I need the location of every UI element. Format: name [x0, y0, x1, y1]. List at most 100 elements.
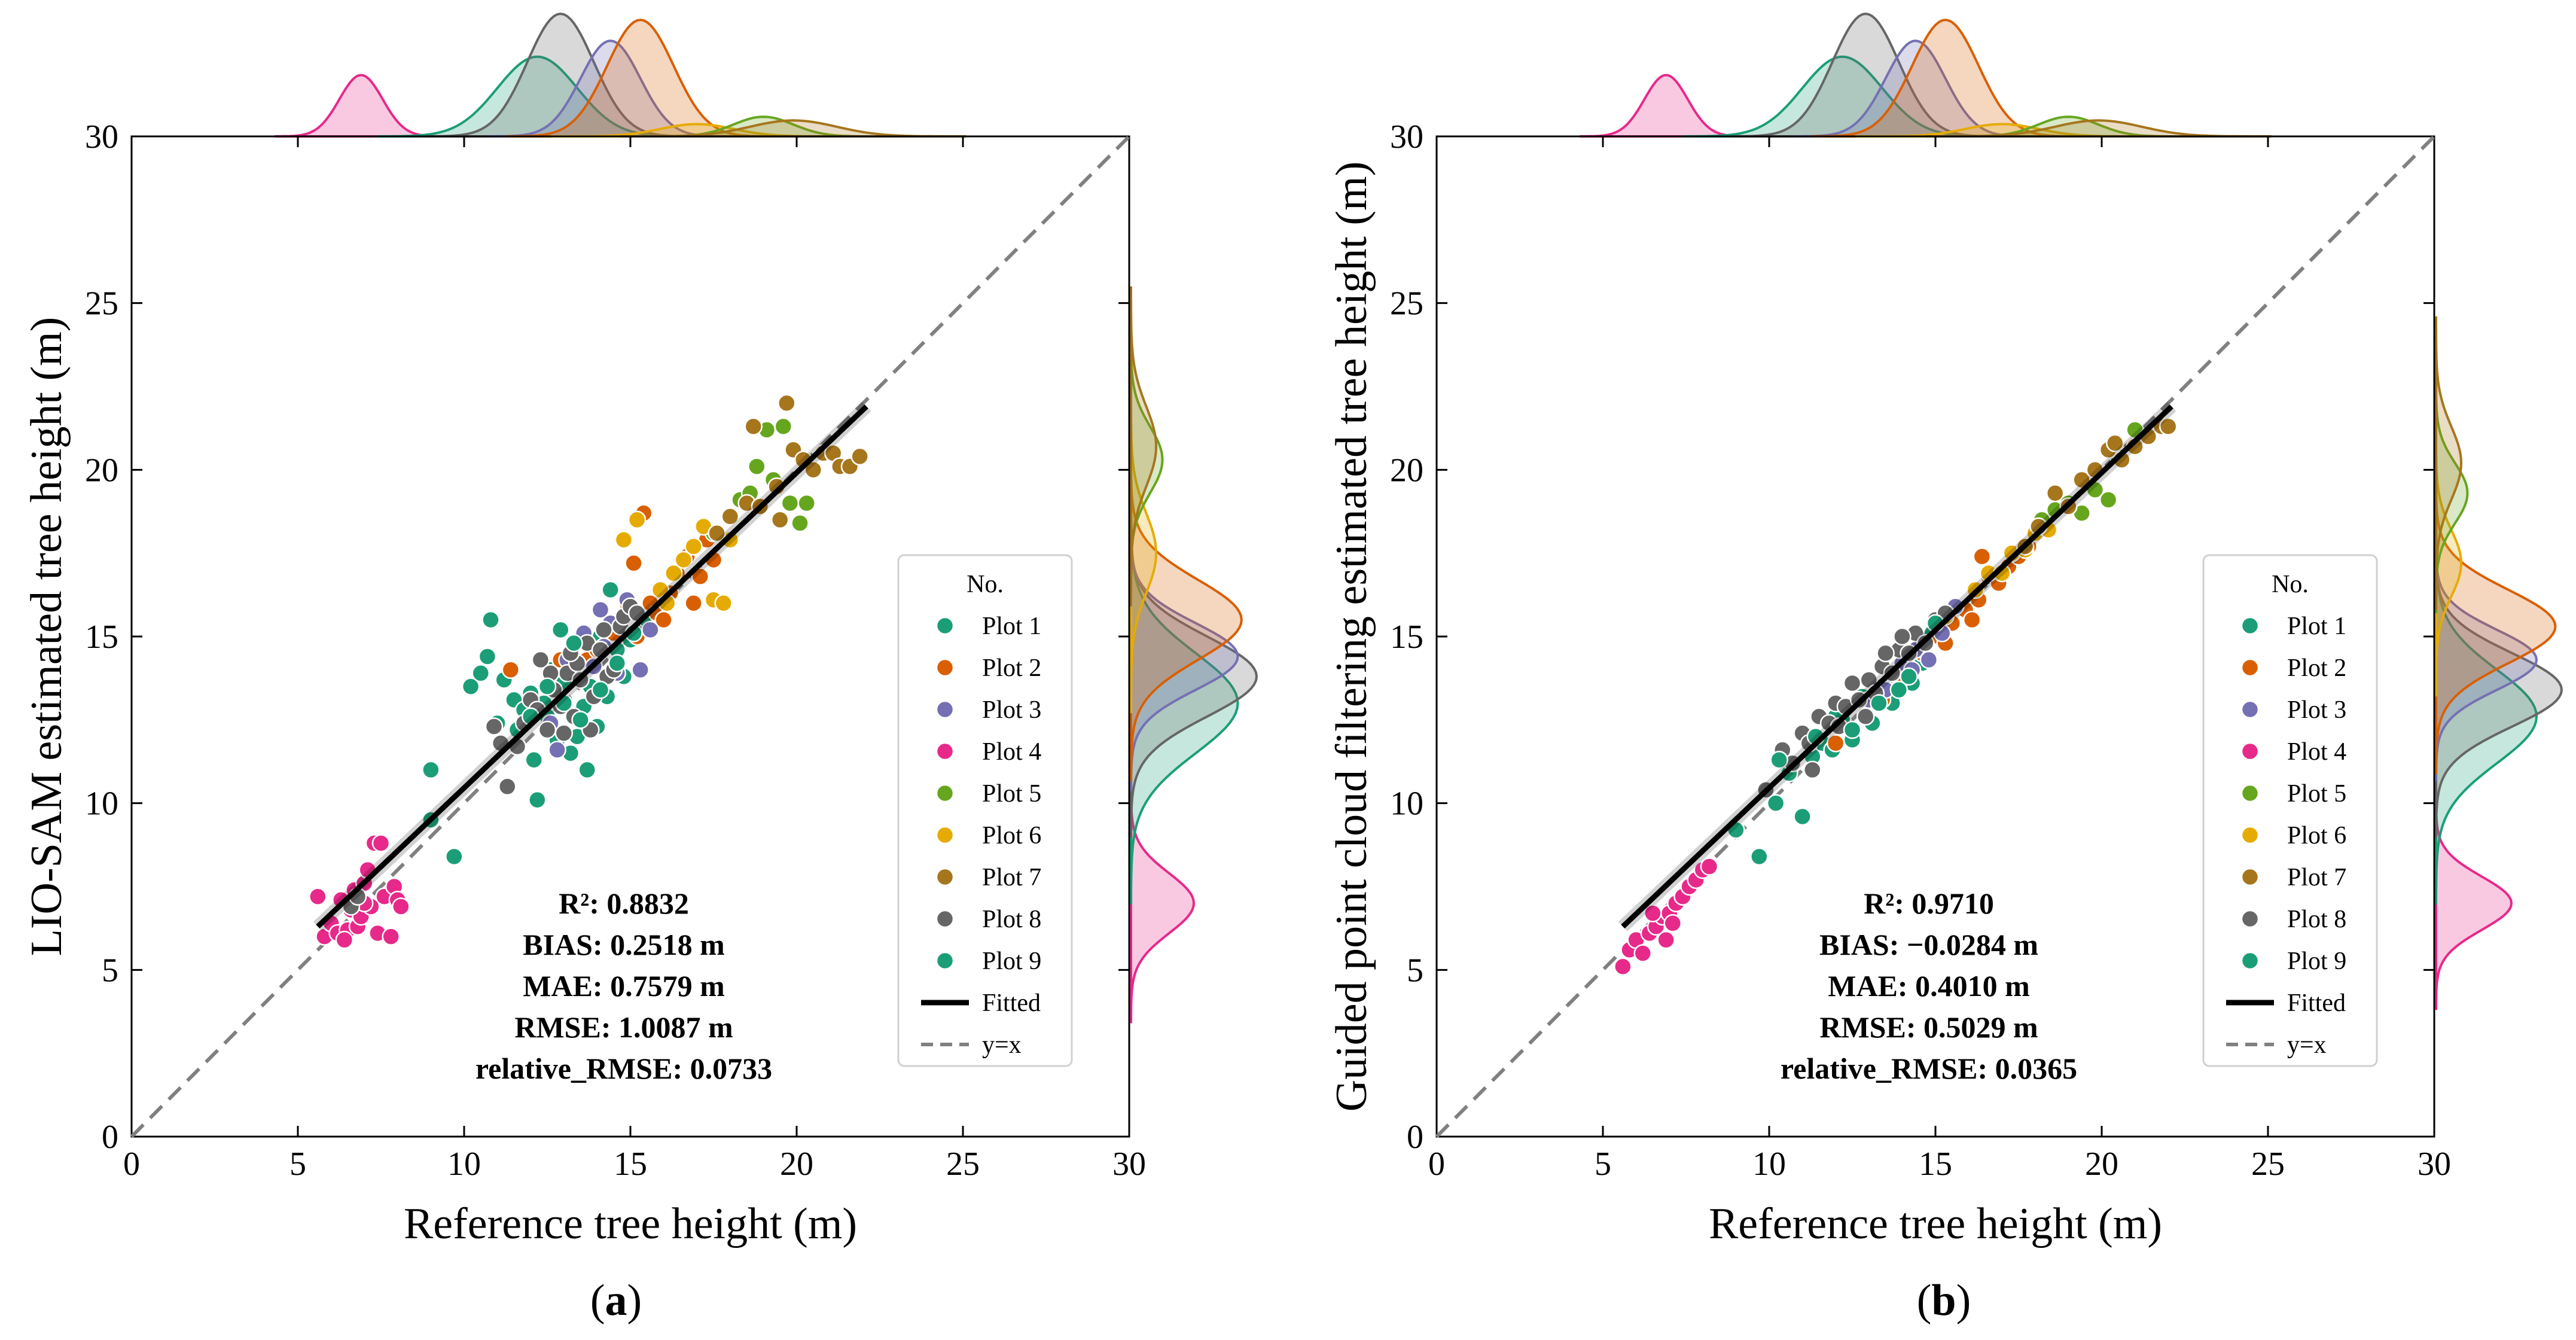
panel-letter: a — [605, 1276, 627, 1325]
legend-marker-9 — [2240, 951, 2260, 970]
kde-top-1 — [275, 74, 448, 138]
kde-top-5 — [506, 19, 775, 138]
x-tick-label: 10 — [1752, 1146, 1786, 1183]
panel-b: 0 5 10 15 20 25 30 0 5 10 15 20 25 30 Reference tree h… — [1327, 12, 2563, 1325]
panel-label-b: (b) — [1917, 1276, 1971, 1325]
point-plot-8 — [554, 724, 574, 742]
legend-label-5: Plot 5 — [982, 780, 1041, 808]
stat-5: relative_RMSE: 0.0733 — [475, 1052, 772, 1085]
point-plot-8 — [595, 620, 613, 639]
legend-marker-6 — [935, 826, 955, 845]
legend-a: No. Plot 1 Plot 2 Plot 3 Plot 4 Plot 5 Plot 6 P… — [897, 554, 1073, 1067]
x-axis-label: Reference tree height (m) — [1709, 1199, 2162, 1248]
y-tick-label: 25 — [85, 285, 118, 322]
legend-marker-2 — [935, 658, 955, 677]
kde-right-5 — [2435, 479, 2557, 775]
point-plot-3 — [631, 660, 650, 679]
panel-letter: b — [1931, 1276, 1956, 1325]
point-plot-4 — [1614, 957, 1632, 976]
y-tick-label: 30 — [85, 118, 118, 156]
legend-label-11: y=x — [2287, 1031, 2327, 1059]
point-plot-2 — [1962, 610, 1981, 629]
point-plot-8 — [484, 717, 504, 736]
stat-2: BIAS: −0.0284 m — [1819, 928, 2038, 961]
stat-5: relative_RMSE: 0.0365 — [1781, 1052, 2077, 1085]
kde-right-1 — [2435, 796, 2513, 1010]
kde-right-8 — [2435, 316, 2463, 610]
legend-label-6: Plot 6 — [2287, 822, 2346, 849]
y-tick-label: 10 — [85, 785, 118, 823]
stat-3: MAE: 0.4010 m — [1828, 969, 2029, 1003]
kde-top-1 — [1580, 74, 1753, 138]
legend-marker-6 — [2240, 826, 2260, 845]
y-tick-label: 0 — [102, 1119, 118, 1156]
point-plot-3 — [548, 741, 566, 759]
point-plot-5 — [774, 417, 793, 436]
point-plot-7 — [2159, 417, 2178, 436]
point-plot-1 — [601, 580, 620, 599]
point-plot-1 — [1793, 807, 1812, 826]
point-plot-7 — [770, 510, 789, 529]
point-plot-1 — [551, 620, 570, 639]
point-plot-9 — [608, 654, 627, 672]
legend-marker-7 — [2240, 867, 2260, 887]
legend-label-4: Plot 4 — [982, 738, 1041, 766]
point-plot-7 — [744, 417, 763, 436]
point-plot-2 — [691, 567, 710, 586]
legend-box — [2202, 554, 2378, 1067]
x-tick-label: 10 — [447, 1146, 481, 1183]
top-marginal-b — [1580, 12, 2272, 138]
y-tick-label: 5 — [102, 952, 118, 989]
fitted-line — [316, 404, 868, 929]
legend-marker-7 — [935, 867, 955, 887]
legend-label-7: Plot 7 — [2287, 864, 2346, 891]
stat-2: BIAS: 0.2518 m — [523, 928, 725, 961]
x-tick-label: 15 — [1919, 1146, 1952, 1183]
point-plot-5 — [2099, 491, 2118, 509]
point-plot-1 — [461, 677, 480, 696]
y-tick-label: 20 — [85, 452, 118, 489]
fitted-line — [1621, 404, 2173, 929]
point-plot-2 — [1973, 547, 1992, 566]
legend-label-1: Plot 1 — [982, 613, 1041, 640]
x-tick-label: 20 — [780, 1146, 813, 1183]
point-plot-7 — [804, 461, 823, 479]
point-plot-8 — [1803, 760, 1822, 779]
x-tick-label: 25 — [946, 1146, 980, 1183]
point-plot-8 — [498, 777, 517, 796]
legend-label-7: Plot 7 — [982, 864, 1041, 891]
legend-b: No. Plot 1 Plot 2 Plot 3 Plot 4 Plot 5 Plot 6 P… — [2202, 554, 2378, 1067]
point-plot-6 — [627, 510, 647, 529]
point-plot-9 — [571, 711, 590, 729]
point-plot-7 — [2105, 434, 2124, 452]
point-plot-5 — [791, 514, 809, 532]
point-plot-4 — [392, 897, 410, 916]
point-plot-9 — [1870, 694, 1888, 712]
x-tick-label: 0 — [123, 1146, 140, 1183]
legend-label-9: Plot 9 — [2287, 948, 2346, 975]
stat-3: MAE: 0.7579 m — [523, 969, 724, 1003]
point-plot-9 — [1889, 680, 1909, 699]
legend-label-9: Plot 9 — [982, 948, 1041, 975]
point-plot-1 — [481, 610, 500, 629]
legend-marker-4 — [935, 742, 955, 761]
legend-label-4: Plot 4 — [2287, 738, 2346, 766]
point-plot-9 — [591, 680, 610, 699]
x-tick-label: 20 — [2085, 1146, 2118, 1183]
point-plot-5 — [748, 457, 766, 476]
legend-marker-9 — [935, 951, 955, 970]
legend-label-2: Plot 2 — [2287, 654, 2346, 682]
y-tick-label: 15 — [1390, 619, 1423, 656]
x-tick-label: 15 — [614, 1146, 647, 1183]
point-plot-6 — [664, 564, 683, 583]
legend-label-2: Plot 2 — [982, 654, 1041, 682]
point-plot-6 — [674, 550, 693, 570]
kde-top-2 — [377, 55, 697, 138]
point-plot-1 — [422, 760, 440, 779]
kde-right-8 — [1130, 286, 1158, 607]
y-tick-label: 15 — [85, 619, 118, 656]
point-plot-8 — [1856, 707, 1875, 726]
legend-marker-1 — [2240, 616, 2260, 635]
point-plot-1 — [1750, 847, 1769, 866]
y-tick-label: 25 — [1390, 285, 1423, 322]
